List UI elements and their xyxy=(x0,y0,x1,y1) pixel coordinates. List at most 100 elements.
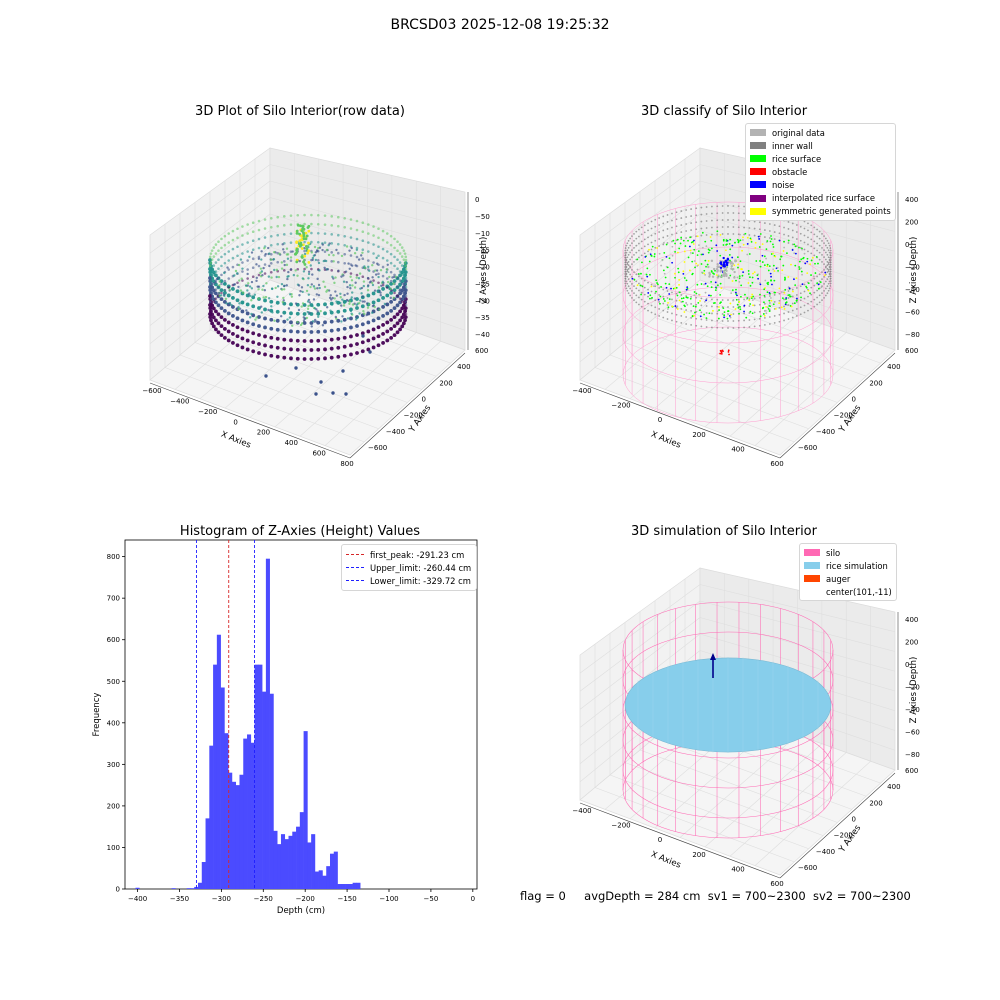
point xyxy=(218,284,221,287)
point xyxy=(309,330,314,334)
point xyxy=(289,214,293,217)
point xyxy=(261,274,264,277)
classified-point xyxy=(736,256,739,259)
inner-wall-point xyxy=(753,311,756,314)
classified-point xyxy=(700,283,703,285)
point xyxy=(250,312,253,316)
classified-point xyxy=(678,299,681,302)
classified-point xyxy=(761,261,764,263)
inner-wall-point xyxy=(807,222,809,225)
point xyxy=(371,318,376,323)
point xyxy=(368,303,371,306)
point xyxy=(318,286,321,290)
inner-wall-point xyxy=(650,283,653,286)
classified-point xyxy=(683,261,686,263)
classified-point xyxy=(764,279,767,282)
classified-point xyxy=(747,270,750,272)
legend-item-noise: noise xyxy=(750,178,891,191)
inner-wall-point xyxy=(787,242,790,244)
point xyxy=(337,310,340,313)
point xyxy=(398,279,402,282)
classified-point xyxy=(710,280,713,283)
inner-wall-point xyxy=(626,261,629,264)
inner-wall-point xyxy=(690,222,693,224)
inner-wall-point xyxy=(680,224,683,226)
point xyxy=(341,298,344,301)
point xyxy=(396,285,399,288)
classified-point xyxy=(757,277,760,280)
classified-point xyxy=(770,299,773,302)
inner-wall-point xyxy=(705,220,708,222)
inner-wall-point xyxy=(643,279,646,282)
point xyxy=(257,257,261,260)
inner-wall-point xyxy=(666,228,669,230)
point xyxy=(259,271,262,275)
classified-point xyxy=(707,248,710,251)
inner-wall-point xyxy=(803,297,806,300)
inner-wall-point xyxy=(675,306,678,309)
point xyxy=(239,289,243,292)
point xyxy=(404,309,408,313)
classified-point xyxy=(811,256,814,259)
inner-wall-point xyxy=(803,227,806,230)
y-tick-label: 600 xyxy=(475,347,488,355)
point xyxy=(217,249,220,252)
classified-point xyxy=(743,304,746,307)
point xyxy=(330,242,334,245)
point xyxy=(389,290,394,295)
point xyxy=(318,246,322,249)
point xyxy=(257,219,261,223)
point xyxy=(217,267,220,270)
point xyxy=(326,288,329,292)
legend-label: rice surface xyxy=(772,153,822,164)
inner-wall-point xyxy=(721,313,724,315)
inner-wall-point xyxy=(828,280,831,283)
inner-wall-point xyxy=(753,220,756,223)
point xyxy=(404,291,408,295)
point xyxy=(385,277,389,280)
point xyxy=(305,266,308,269)
point xyxy=(346,285,349,289)
point xyxy=(307,270,311,273)
classified-point xyxy=(795,277,798,280)
inner-wall-point xyxy=(829,268,832,270)
point xyxy=(235,298,240,303)
classified-point xyxy=(660,264,663,267)
point xyxy=(303,249,306,253)
classified-point xyxy=(774,307,777,310)
point xyxy=(211,324,216,329)
inner-wall-point xyxy=(650,290,653,293)
y-tick-label: 0 xyxy=(852,396,856,404)
point xyxy=(360,292,363,295)
legend-item-rice-simulation: rice simulation xyxy=(804,559,892,572)
point xyxy=(323,241,327,244)
classified-point xyxy=(803,252,806,255)
classified-point xyxy=(766,265,769,268)
raw-plot-title: 3D Plot of Silo Interior(row data) xyxy=(195,104,405,119)
point xyxy=(269,326,274,331)
point xyxy=(336,215,340,219)
point xyxy=(269,299,274,304)
classified-point xyxy=(651,296,653,299)
point xyxy=(210,303,214,306)
point xyxy=(336,233,340,237)
histogram-bar xyxy=(341,884,346,889)
classified-point xyxy=(796,299,798,302)
point xyxy=(291,324,294,327)
x-tick-label: −350 xyxy=(170,895,189,903)
inner-wall-point xyxy=(643,238,646,241)
classified-point xyxy=(757,235,760,238)
point xyxy=(269,270,273,274)
point xyxy=(302,227,306,231)
original-point xyxy=(710,259,714,263)
inner-wall-point xyxy=(787,297,790,299)
point xyxy=(208,291,212,295)
classified-point xyxy=(758,246,761,248)
point xyxy=(336,327,341,332)
point xyxy=(295,329,300,334)
point xyxy=(365,313,368,317)
classified-point xyxy=(770,253,773,255)
point xyxy=(381,323,385,327)
classified-point xyxy=(703,269,706,272)
classified-point xyxy=(714,281,717,284)
